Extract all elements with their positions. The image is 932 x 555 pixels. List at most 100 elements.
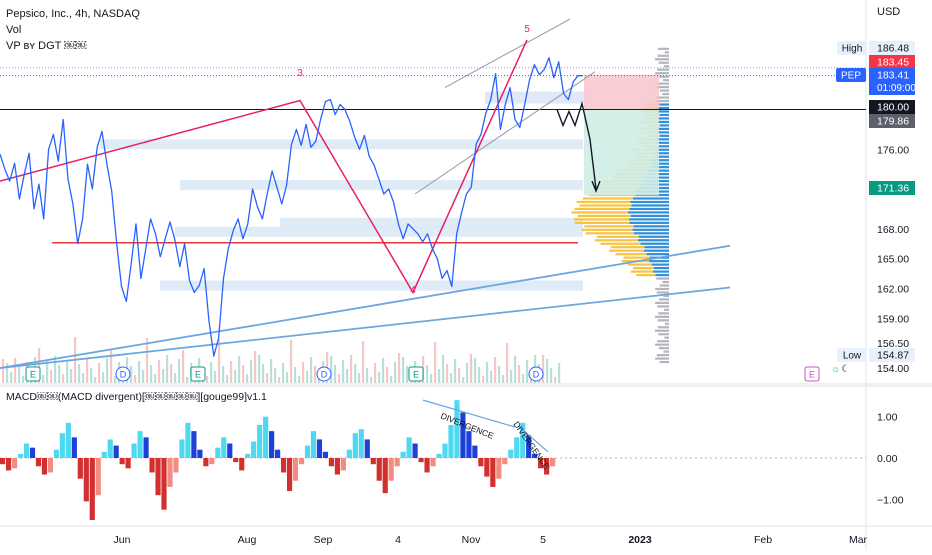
volume-bar (6, 363, 9, 383)
volume-bar (174, 373, 177, 383)
vp-row-buy (628, 211, 669, 214)
macd-histogram (0, 399, 866, 520)
macd-bar (5, 458, 12, 471)
vp-row (664, 308, 669, 311)
vp-row-buy (656, 131, 669, 134)
vp-row (657, 326, 669, 329)
volume-bar (82, 373, 85, 383)
volume-bar (398, 353, 401, 383)
macd-bar (436, 453, 442, 458)
volume-bar (22, 376, 25, 383)
vp-row (658, 61, 669, 64)
volume-bar (510, 370, 513, 383)
volume-bar (94, 377, 97, 383)
volume-bar (106, 358, 109, 383)
vp-row (663, 350, 669, 353)
vp-row-buy (637, 239, 669, 242)
volume-profile-label[interactable]: VP ʙʏ DGT ￼￼ (6, 40, 87, 52)
time-label-aug: Aug (238, 534, 257, 546)
macd-bar (161, 458, 167, 510)
volume-bar (246, 374, 249, 383)
volume-bar (250, 360, 253, 383)
vp-row (657, 305, 669, 308)
earnings-marker-label: E (413, 370, 419, 380)
vp-row-buy (656, 138, 669, 141)
vp-row-buy (631, 204, 669, 207)
vp-row-sell (574, 221, 630, 224)
currency-label: USD (877, 6, 900, 18)
volume-bar (346, 369, 349, 383)
volume-bar (450, 373, 453, 383)
vp-row (657, 340, 669, 343)
macd-bar (304, 445, 311, 458)
macd-bar (149, 458, 155, 473)
macd-bar (382, 458, 388, 494)
macd-bar (203, 458, 209, 467)
bar-countdown: 01:09:00 (877, 83, 916, 94)
volume-bar (42, 375, 45, 383)
earnings-marker (804, 366, 820, 382)
macd-indicator-label[interactable]: MACD￼￼(MACD divergent)[￼￼￼￼￼][gouge99]v1… (6, 391, 267, 403)
vp-row (659, 360, 669, 364)
macd-bar (83, 458, 89, 502)
vp-row (664, 322, 669, 325)
macd-bar (322, 451, 329, 458)
earnings-marker (408, 366, 424, 382)
price-tick-label: 162.00 (877, 283, 909, 295)
volume-indicator-label[interactable]: Vol (6, 24, 22, 36)
symbol-title[interactable]: Pepsico, Inc., 4h, NASDAQ (6, 8, 140, 20)
macd-bar (101, 451, 107, 458)
volume-bar (402, 357, 405, 383)
macd-bar (191, 431, 197, 458)
channel-upper (444, 18, 571, 89)
dividend-marker (115, 366, 131, 382)
price-tick-label: 156.50 (877, 338, 909, 350)
macd-bar (472, 445, 478, 458)
volume-bar (330, 356, 333, 383)
volume-bar (266, 373, 269, 383)
macd-bar (394, 458, 400, 467)
price-tick-label: 168.00 (877, 224, 909, 236)
volume-bar (14, 358, 17, 383)
vp-row-buy (640, 242, 669, 245)
vp-row-buy (632, 197, 669, 200)
pane-separator[interactable] (0, 383, 932, 387)
low-value-box (869, 348, 915, 362)
volume-bar (90, 368, 93, 383)
projection-arrowhead (591, 180, 601, 193)
macd-bar (95, 458, 101, 496)
macd-bar (65, 422, 71, 458)
volume-bar (182, 350, 185, 383)
vp-row-buy (655, 273, 669, 277)
vp-row-buy (629, 207, 669, 211)
tag-red-box (869, 55, 915, 69)
moon-icon[interactable]: ☾ (841, 364, 850, 375)
vp-row (655, 357, 669, 360)
vp-row-buy (653, 267, 669, 270)
tag-red-value: 183.45 (877, 57, 909, 69)
vp-row (655, 301, 669, 305)
price-series (0, 57, 584, 357)
vp-row-buy (659, 124, 669, 127)
macd-bar (47, 458, 54, 473)
macd-bar (508, 449, 514, 458)
vp-row (655, 58, 669, 61)
macd-bar (113, 445, 119, 458)
time-label-mar: Mar (849, 534, 868, 546)
vp-row (655, 72, 669, 75)
sun-icon[interactable]: ☼ (831, 364, 840, 375)
divergence-line-1 (422, 399, 516, 428)
volume-bar (78, 364, 81, 383)
volume-bar (438, 369, 441, 383)
macd-bar (532, 453, 538, 458)
volume-bar (270, 359, 273, 383)
volume-bar (98, 363, 101, 383)
vp-row-sell (609, 249, 644, 252)
vp-row (656, 354, 669, 357)
macd-bar (17, 453, 24, 458)
macd-bar (466, 431, 472, 458)
volume-bar (274, 368, 277, 383)
macd-bar (239, 458, 245, 471)
